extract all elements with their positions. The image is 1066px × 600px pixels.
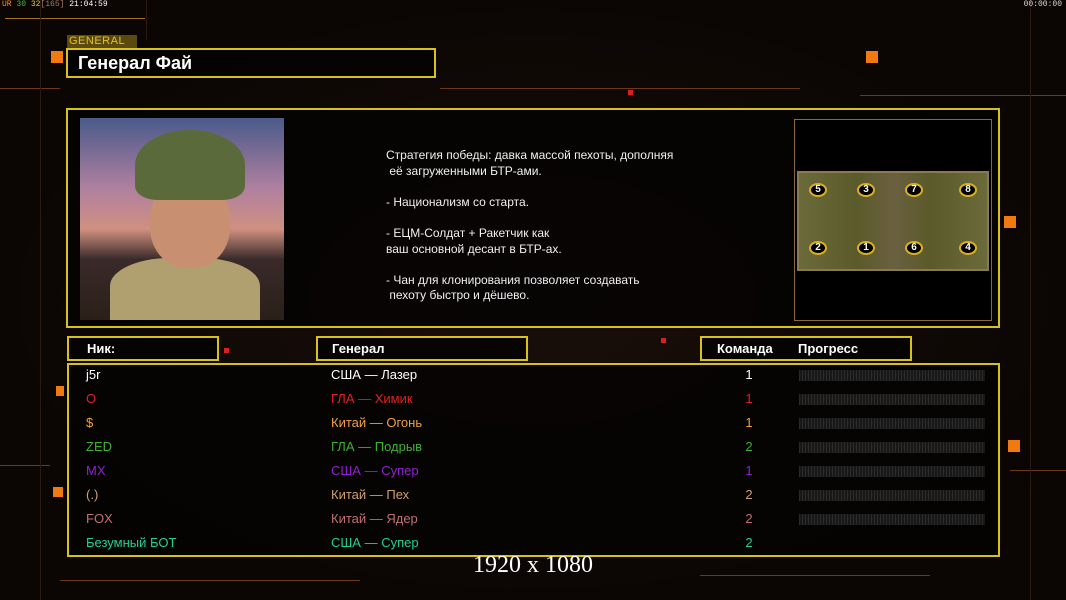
player-nick: $ [86,415,94,430]
player-team: 2 [745,511,753,526]
decor-square [628,90,633,95]
decor-square [224,348,229,353]
loading-progress-bar [799,394,985,405]
general-description: Стратегия победы: давка массой пехоты, д… [386,148,674,303]
start-position-marker: 5 [809,183,827,197]
player-team: 2 [745,535,753,550]
minimap: 5 3 7 8 2 1 6 4 [794,119,992,321]
divider [5,18,145,19]
status-segment: 21:04:59 [64,0,108,9]
player-team: 1 [745,391,753,406]
start-position-marker: 1 [857,241,875,255]
player-nick: Безумный БОТ [86,535,177,550]
decor-square [56,386,64,396]
player-nick: (.) [86,487,99,502]
resolution-label: 1920 x 1080 [473,552,593,578]
player-nick: ZED [86,439,112,454]
start-position-marker: 3 [857,183,875,197]
loading-progress-bar [799,370,985,381]
player-general: Китай — Огонь [331,415,423,430]
decor-square [51,51,63,63]
status-segment: 30 [11,0,27,9]
player-row: O ГЛА — Химик 1 [69,389,998,409]
decor-square [1004,216,1016,228]
divider [440,88,800,89]
loading-progress-bar [799,490,985,501]
header-nick: Ник: [67,336,219,361]
divider [40,0,41,600]
status-segment: 32 [26,0,41,9]
header-team-progress: Команда Прогресс [700,336,912,361]
player-team: 2 [745,487,753,502]
game-timer: 00:00:00 [1023,0,1062,9]
player-general: Китай — Ядер [331,511,418,526]
decor-square [53,487,63,497]
header-team: Команда [717,341,773,356]
divider [700,575,930,576]
general-info-panel: Стратегия победы: давка массой пехоты, д… [66,108,1000,328]
player-row: j5r США — Лазер 1 [69,365,998,385]
player-team: 2 [745,439,753,454]
start-position-marker: 7 [905,183,923,197]
start-position-marker: 2 [809,241,827,255]
player-row: MX США — Супер 1 [69,461,998,481]
general-title: Генерал Фай [66,48,436,78]
player-team: 1 [745,463,753,478]
player-team: 1 [745,415,753,430]
divider [0,465,50,466]
divider [860,95,1066,96]
player-general: ГЛА — Подрыв [331,439,423,454]
decor-square [1008,440,1020,452]
loading-progress-bar [799,466,985,477]
general-tag: GENERAL [67,35,137,48]
general-portrait [80,118,284,320]
start-position-marker: 6 [905,241,923,255]
loading-progress-bar [799,514,985,525]
decor-square [866,51,878,63]
player-nick: j5r [86,367,101,382]
player-nick: O [86,391,97,406]
player-row: (.) Китай — Пех 2 [69,485,998,505]
divider [146,0,147,40]
player-row: $ Китай — Огонь 1 [69,413,998,433]
status-segment: UR [2,0,12,9]
player-general: США — Супер [331,463,419,478]
divider [1010,470,1066,471]
player-row: Безумный БОТ США — Супер 2 [69,533,998,553]
loading-progress-bar [799,442,985,453]
player-nick: FOX [86,511,113,526]
player-nick: MX [86,463,106,478]
player-general: ГЛА — Химик [331,391,413,406]
divider [0,88,60,89]
start-position-marker: 4 [959,241,977,255]
loading-progress-bar [799,418,985,429]
header-general: Генерал [316,336,528,361]
player-team: 1 [745,367,753,382]
player-list: j5r США — Лазер 1 O ГЛА — Химик 1 $ Китай — Ого… [67,363,1000,557]
player-row: ZED ГЛА — Подрыв 2 [69,437,998,457]
header-progress: Прогресс [798,341,859,356]
start-position-marker: 8 [959,183,977,197]
map-terrain: 5 3 7 8 2 1 6 4 [797,171,989,271]
player-general: Китай — Пех [331,487,410,502]
divider [60,580,360,581]
player-row: FOX Китай — Ядер 2 [69,509,998,529]
decor-square [661,338,666,343]
status-segment: [165] [40,0,65,9]
divider [1030,0,1031,600]
player-general: США — Лазер [331,367,418,382]
status-bar-left: UR 30 32[165] 21:04:59 [2,0,108,9]
player-general: США — Супер [331,535,419,550]
